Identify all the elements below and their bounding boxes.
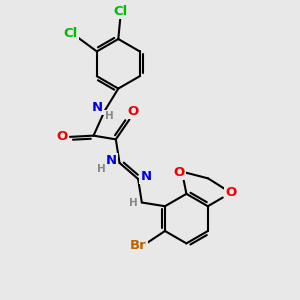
Text: Br: Br [130, 239, 147, 252]
Text: Cl: Cl [63, 27, 77, 40]
Text: O: O [174, 166, 185, 178]
Text: H: H [97, 164, 106, 174]
Text: N: N [92, 101, 103, 114]
Text: N: N [140, 169, 152, 182]
Text: Cl: Cl [113, 4, 127, 17]
Text: O: O [128, 105, 139, 118]
Text: H: H [105, 111, 114, 121]
Text: O: O [225, 186, 236, 199]
Text: O: O [56, 130, 68, 143]
Text: H: H [128, 197, 137, 208]
Text: N: N [106, 154, 117, 167]
